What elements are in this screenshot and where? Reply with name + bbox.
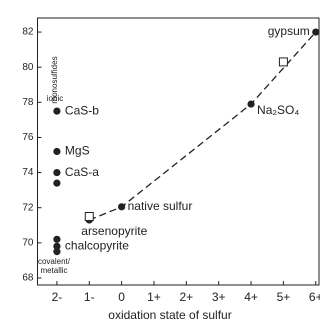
x-tick-label: 3+ [212, 290, 226, 304]
y-tick-label: 82 [22, 27, 34, 38]
point [53, 168, 61, 177]
point [53, 179, 61, 187]
annotation: metallic [40, 266, 67, 275]
point [53, 242, 61, 250]
series-line [89, 31, 317, 221]
y-tick-label: 70 [22, 237, 34, 248]
x-tick-label: 6+ [309, 290, 320, 304]
point [53, 147, 61, 156]
point-label: Na₂SO₄ [257, 103, 299, 117]
point-label: arsenopyrite [81, 224, 147, 238]
annotation: monosulfides [50, 56, 59, 103]
point-label: CaS-b [65, 103, 99, 117]
x-tick-label: 1- [84, 290, 95, 304]
point [53, 107, 61, 115]
y-tick-label: 80 [22, 62, 34, 73]
x-tick-label: 2- [52, 290, 63, 304]
annotation: ionic [47, 94, 63, 103]
point [278, 57, 288, 67]
y-tick-label: 78 [22, 97, 34, 108]
x-tick-label: 5+ [277, 290, 291, 304]
point [53, 248, 61, 256]
x-tick-label: 0 [118, 290, 125, 304]
point [312, 28, 320, 36]
y-tick-label: 72 [22, 202, 34, 213]
y-tick-label: 74 [22, 167, 34, 178]
point-label: CaS-a [65, 165, 99, 179]
point [247, 100, 255, 108]
y-tick-label: 68 [22, 273, 34, 284]
point [84, 211, 94, 221]
x-axis-title: oxidation state of sulfur [108, 308, 231, 320]
point-label: MgS [65, 144, 90, 158]
point-label: gypsum [268, 24, 310, 38]
point-label: chalcopyrite [65, 239, 129, 253]
point [118, 203, 126, 211]
point [53, 235, 61, 243]
x-tick-label: 2+ [179, 290, 193, 304]
plot-frame [37, 17, 320, 286]
x-tick-label: 1+ [147, 290, 161, 304]
annotation: covalent/ [38, 257, 71, 266]
y-tick-label: 76 [22, 132, 34, 143]
point-label: native sulfur [128, 199, 193, 213]
x-tick-label: 4+ [244, 290, 258, 304]
